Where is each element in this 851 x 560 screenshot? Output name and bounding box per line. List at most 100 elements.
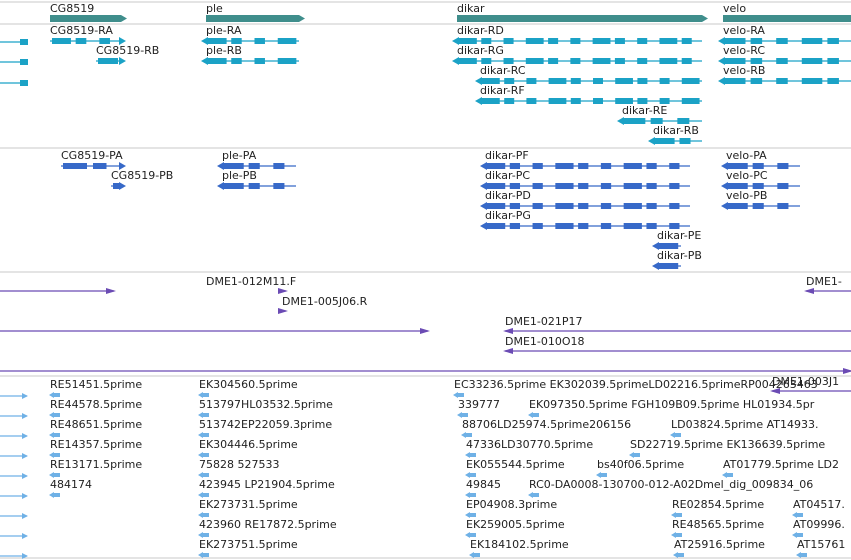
est-block <box>799 553 807 557</box>
gene-bar[interactable] <box>206 15 299 22</box>
est-EK055544.5prime[interactable]: EK055544.5prime <box>465 458 565 478</box>
est-88706LD25974.5prime206156[interactable]: 88706LD25974.5prime206156 <box>461 418 631 438</box>
protein-velo-PB[interactable]: velo-PB <box>721 189 800 210</box>
est-339777[interactable]: 339777 <box>457 398 500 418</box>
clone-DME1-012M11.F[interactable]: DME1-012M11.F <box>206 275 296 294</box>
est-block <box>599 473 607 477</box>
est-49845[interactable]: 49845 <box>465 478 501 498</box>
clone-DME1-[interactable]: DME1- <box>804 275 851 294</box>
est-LD03824.5prime AT14933.[interactable]: LD03824.5prime AT14933. <box>670 418 819 438</box>
protein-dikar-PF[interactable]: dikar-PF <box>480 149 690 170</box>
protein-ple-PA[interactable]: ple-PA <box>217 149 296 170</box>
est-block <box>673 433 681 437</box>
feature-label: dikar-RE <box>622 104 667 117</box>
clone-offscreen[interactable] <box>0 328 430 334</box>
protein-dikar-PG[interactable]: dikar-PG <box>480 209 690 230</box>
clone-offscreen[interactable] <box>0 368 851 374</box>
transcript-velo-RB[interactable]: velo-RB <box>718 64 851 85</box>
reverse-strand-arrow-icon <box>452 37 459 45</box>
gene-bar[interactable] <box>50 15 121 22</box>
est-RE51451.5prime[interactable]: RE51451.5prime <box>49 378 142 398</box>
est-513797HL03532.5prime[interactable]: 513797HL03532.5prime <box>198 398 333 418</box>
forward-strand-arrow-icon <box>22 413 28 419</box>
est-SD22719.5prime EK136639.5prime[interactable]: SD22719.5prime EK136639.5prime <box>629 438 825 458</box>
est-AT15761[interactable]: AT15761 <box>796 538 845 558</box>
protein-ple-PB[interactable]: ple-PB <box>217 169 296 190</box>
transcript-dikar-RC[interactable]: dikar-RC <box>475 64 702 85</box>
est-RE02854.5prime[interactable]: RE02854.5prime <box>671 498 764 518</box>
est-block <box>52 493 60 497</box>
transcript-CG8519-RA[interactable]: CG8519-RA <box>50 24 126 45</box>
est-EP04908.3prime[interactable]: EP04908.3prime <box>465 498 557 518</box>
est-EK259005.5prime[interactable]: EK259005.5prime <box>465 518 565 538</box>
est-513742EP22059.3prime[interactable]: 513742EP22059.3prime <box>198 418 332 438</box>
clone-offscreen[interactable] <box>0 288 116 294</box>
est-EK304446.5prime[interactable]: EK304446.5prime <box>198 438 298 458</box>
exon-block <box>578 203 589 209</box>
protein-velo-PC[interactable]: velo-PC <box>721 169 800 190</box>
transcript-dikar-RE[interactable]: dikar-RE <box>617 104 702 125</box>
protein-dikar-PD[interactable]: dikar-PD <box>480 189 690 210</box>
gene-CG8519[interactable]: CG8519 <box>50 2 127 22</box>
clone-DME1-010O18[interactable]: DME1-010O18 <box>503 335 851 354</box>
exon-block <box>555 163 574 169</box>
gene-bar[interactable] <box>723 15 851 22</box>
est-EK304560.5prime[interactable]: EK304560.5prime <box>198 378 298 398</box>
gene-ple[interactable]: ple <box>206 2 305 22</box>
exon-block <box>646 223 657 229</box>
transcript-dikar-RD[interactable]: dikar-RD <box>452 24 702 45</box>
transcript-velo-RA[interactable]: velo-RA <box>718 24 851 45</box>
transcript-dikar-RF[interactable]: dikar-RF <box>475 84 702 105</box>
est-75828 527533[interactable]: 75828 527533 <box>198 458 279 478</box>
clone-DME1-003J1[interactable]: DME1-003J1 <box>770 375 851 394</box>
protein-dikar-PC[interactable]: dikar-PC <box>480 169 690 190</box>
est-RE44578.5prime[interactable]: RE44578.5prime <box>49 398 142 418</box>
est-AT25916.5prime[interactable]: AT25916.5prime <box>673 538 765 558</box>
exon-block <box>669 163 680 169</box>
transcript-velo-RC[interactable]: velo-RC <box>718 44 851 65</box>
reverse-strand-arrow-icon <box>465 492 470 498</box>
est-bs40f06.5prime[interactable]: bs40f06.5prime <box>596 458 684 478</box>
transcript-ple-RA[interactable]: ple-RA <box>201 24 299 45</box>
gene-velo[interactable]: velo <box>723 2 851 22</box>
gene-bar[interactable] <box>457 15 702 22</box>
transcript-dikar-RG[interactable]: dikar-RG <box>452 44 702 65</box>
exon-block <box>570 78 581 84</box>
est-47336LD30770.5prime[interactable]: 47336LD30770.5prime <box>465 438 593 458</box>
est-RE14357.5prime[interactable]: RE14357.5prime <box>49 438 142 458</box>
transcript-CG8519-RB[interactable]: CG8519-RB <box>96 44 159 65</box>
est-RE48651.5prime[interactable]: RE48651.5prime <box>49 418 142 438</box>
est-AT01779.5prime LD2[interactable]: AT01779.5prime LD2 <box>722 458 839 478</box>
protein-CG8519-PB[interactable]: CG8519-PB <box>111 169 173 190</box>
est-EK097350.5prime FGH109B09.5prime HL01934.5pr[interactable]: EK097350.5prime FGH109B09.5prime HL01934… <box>528 398 815 418</box>
est-EK273731.5prime[interactable]: EK273731.5prime <box>198 498 298 518</box>
clone-DME1-005J06.R[interactable]: DME1-005J06.R <box>278 295 368 314</box>
est-423960 RE17872.5prime[interactable]: 423960 RE17872.5prime <box>198 518 337 538</box>
protein-CG8519-PA[interactable]: CG8519-PA <box>61 149 126 170</box>
protein-velo-PA[interactable]: velo-PA <box>721 149 800 170</box>
clone-DME1-021P17[interactable]: DME1-021P17 <box>503 315 851 334</box>
protein-dikar-PB[interactable]: dikar-PB <box>652 249 702 270</box>
est-484174[interactable]: 484174 <box>49 478 92 498</box>
est-EK273751.5prime[interactable]: EK273751.5prime <box>198 538 298 558</box>
feature-label: CG8519-RB <box>96 44 159 57</box>
transcript-ple-RB[interactable]: ple-RB <box>201 44 299 65</box>
gene-dikar[interactable]: dikar <box>457 2 708 22</box>
est-block <box>468 513 476 517</box>
est-423945 LP21904.5prime[interactable]: 423945 LP21904.5prime <box>198 478 335 498</box>
est-RE48565.5prime[interactable]: RE48565.5prime <box>671 518 764 538</box>
est-RC0-DA0008-130700-012-A02Dmel_dig_009834_06[interactable]: RC0-DA0008-130700-012-A02Dmel_dig_009834… <box>528 478 813 498</box>
est-AT04517.[interactable]: AT04517. <box>792 498 845 518</box>
reverse-strand-arrow-icon <box>480 222 487 230</box>
exon-block <box>659 98 670 104</box>
reverse-strand-arrow-icon <box>480 202 487 210</box>
transcript-dikar-RB[interactable]: dikar-RB <box>648 124 702 145</box>
est-EK184102.5prime[interactable]: EK184102.5prime <box>469 538 569 558</box>
est-RE13171.5prime[interactable]: RE13171.5prime <box>49 458 142 478</box>
est-block <box>460 413 468 417</box>
protein-dikar-PE[interactable]: dikar-PE <box>652 229 701 250</box>
est-EC33236.5prime EK302039.5primeLD02216.5primeRP004263463[interactable]: EC33236.5prime EK302039.5primeLD02216.5p… <box>453 378 818 398</box>
est-AT09996.[interactable]: AT09996. <box>792 518 845 538</box>
exon-block <box>63 163 87 169</box>
